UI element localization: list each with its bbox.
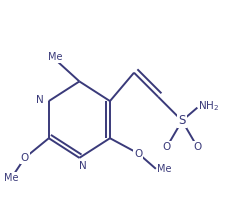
Text: S: S [178, 114, 185, 127]
Text: Me: Me [156, 164, 171, 174]
Text: NH$_2$: NH$_2$ [198, 100, 219, 113]
Text: O: O [20, 153, 29, 163]
Text: O: O [134, 149, 142, 159]
Text: N: N [79, 161, 86, 171]
Text: Me: Me [4, 172, 19, 183]
Text: Me: Me [48, 52, 62, 62]
Text: O: O [162, 142, 170, 152]
Text: O: O [192, 142, 200, 152]
Text: N: N [35, 95, 43, 105]
